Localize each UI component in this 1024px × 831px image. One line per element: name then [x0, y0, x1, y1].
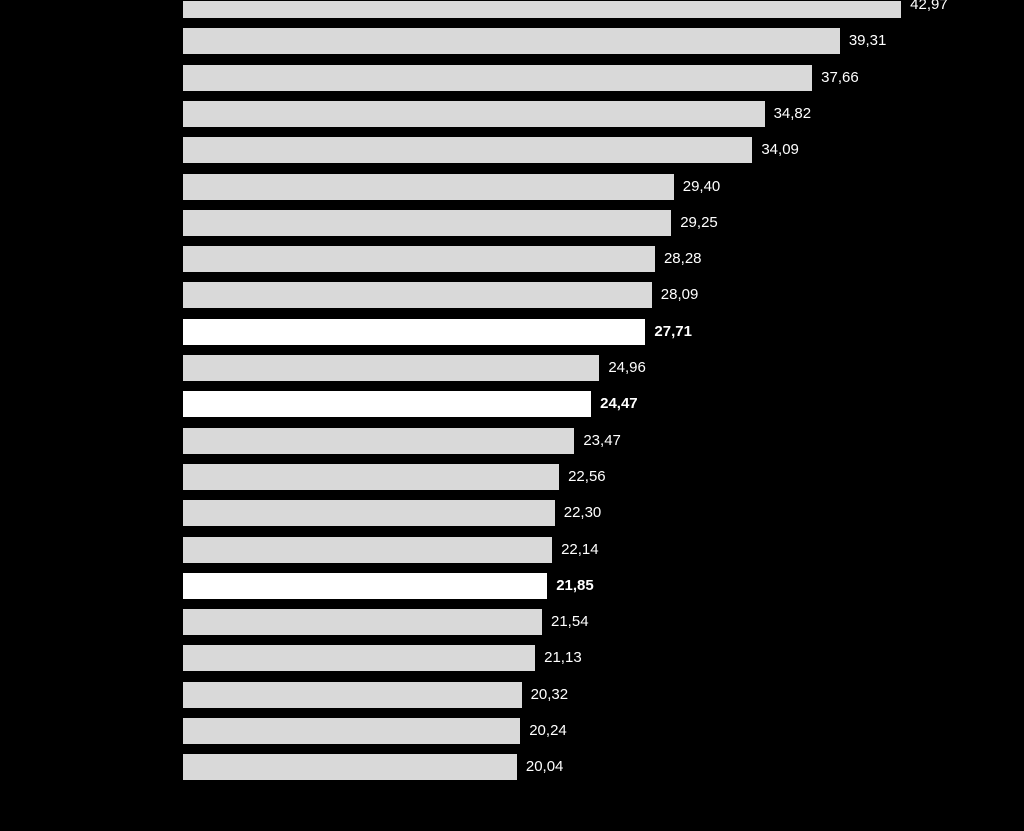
- x-tick: [350, 800, 351, 806]
- value-label: 20,24: [529, 722, 567, 739]
- value-label: 23,47: [583, 432, 621, 449]
- chart-container: Valle d'Aosta 42,97 Piemonte 39,31 Liguria 37…: [0, 0, 1024, 831]
- x-tick-label: 40,00: [827, 808, 877, 825]
- x-tick-label: 5,00: [241, 808, 291, 825]
- x-tick: [769, 800, 770, 806]
- category-label: Umbria: [124, 758, 172, 775]
- category-label: Piemonte: [109, 32, 172, 49]
- x-tick-label: 30,00: [660, 808, 710, 825]
- bar: [182, 100, 766, 128]
- y-axis-line: [182, 0, 183, 800]
- bar: [182, 753, 518, 781]
- value-label: 22,30: [564, 504, 602, 521]
- value-label: 24,96: [608, 359, 646, 376]
- category-label: Mezzogiorno: [86, 577, 172, 594]
- category-label: Calabria: [116, 686, 172, 703]
- x-tick-label: 50,00: [995, 808, 1024, 825]
- category-label: Sardegna: [107, 395, 172, 412]
- x-tick: [433, 800, 434, 806]
- x-tick: [685, 800, 686, 806]
- category-label: Sicilia: [133, 504, 172, 521]
- bar: [182, 64, 813, 92]
- value-label: 21,85: [556, 577, 594, 594]
- value-label: 28,09: [661, 286, 699, 303]
- category-label: Abruzzo: [117, 468, 172, 485]
- bar: [182, 681, 523, 709]
- x-tick-label: 0,00: [157, 808, 207, 825]
- bar: [182, 644, 536, 672]
- x-tick-label: 25,00: [576, 808, 626, 825]
- x-tick: [852, 800, 853, 806]
- value-label: 34,09: [761, 141, 799, 158]
- value-label: 20,04: [526, 758, 564, 775]
- x-tick: [182, 800, 183, 806]
- bar: [182, 717, 521, 745]
- category-label: Puglia: [130, 613, 172, 630]
- x-tick: [936, 800, 937, 806]
- category-label: Molise: [129, 722, 172, 739]
- bar: [182, 499, 556, 527]
- bar: [182, 463, 560, 491]
- x-tick-label: 15,00: [408, 808, 458, 825]
- category-label: Toscana: [116, 286, 172, 303]
- value-label: 22,56: [568, 468, 606, 485]
- x-tick: [1020, 800, 1021, 806]
- category-label: Italia: [140, 323, 172, 340]
- value-label: 37,66: [821, 69, 859, 86]
- bar: [182, 0, 902, 19]
- value-label: 29,40: [683, 178, 721, 195]
- x-tick-label: 45,00: [911, 808, 961, 825]
- value-label: 34,82: [774, 105, 812, 122]
- x-tick-label: 20,00: [492, 808, 542, 825]
- category-label: Lazio: [136, 359, 172, 376]
- category-label: Liguria: [127, 69, 172, 86]
- bar: [182, 318, 646, 346]
- bar: [182, 27, 841, 55]
- bar: [182, 173, 675, 201]
- value-label: 27,71: [654, 323, 692, 340]
- category-label: Marche: [122, 432, 172, 449]
- category-label: Emilia Romagna: [62, 214, 172, 231]
- bar: [182, 608, 543, 636]
- x-tick: [517, 800, 518, 806]
- value-label: 21,13: [544, 649, 582, 666]
- x-tick-label: 35,00: [744, 808, 794, 825]
- bar: [182, 281, 653, 309]
- bar: [182, 136, 753, 164]
- category-label: Basilicata: [108, 541, 172, 558]
- category-label: Friuli Venezia Giulia: [39, 250, 172, 267]
- category-label: Lombardia: [101, 105, 172, 122]
- category-label: Campania: [104, 649, 172, 666]
- category-label: Veneto: [125, 178, 172, 195]
- bar: [182, 390, 592, 418]
- bar: [182, 354, 600, 382]
- bar: [182, 245, 656, 273]
- value-label: 39,31: [849, 32, 887, 49]
- category-label: Trentino-Alto Adige: [45, 141, 172, 158]
- value-label: 28,28: [664, 250, 702, 267]
- bar: [182, 209, 672, 237]
- bar: [182, 572, 548, 600]
- x-tick-label: 10,00: [325, 808, 375, 825]
- value-label: 22,14: [561, 541, 599, 558]
- value-label: 24,47: [600, 395, 638, 412]
- x-tick: [601, 800, 602, 806]
- category-label: Valle d'Aosta: [86, 0, 172, 13]
- x-tick: [266, 800, 267, 806]
- value-label: 42,97: [910, 0, 948, 13]
- bar: [182, 427, 575, 455]
- bar: [182, 536, 553, 564]
- value-label: 21,54: [551, 613, 589, 630]
- value-label: 29,25: [680, 214, 718, 231]
- value-label: 20,32: [531, 686, 569, 703]
